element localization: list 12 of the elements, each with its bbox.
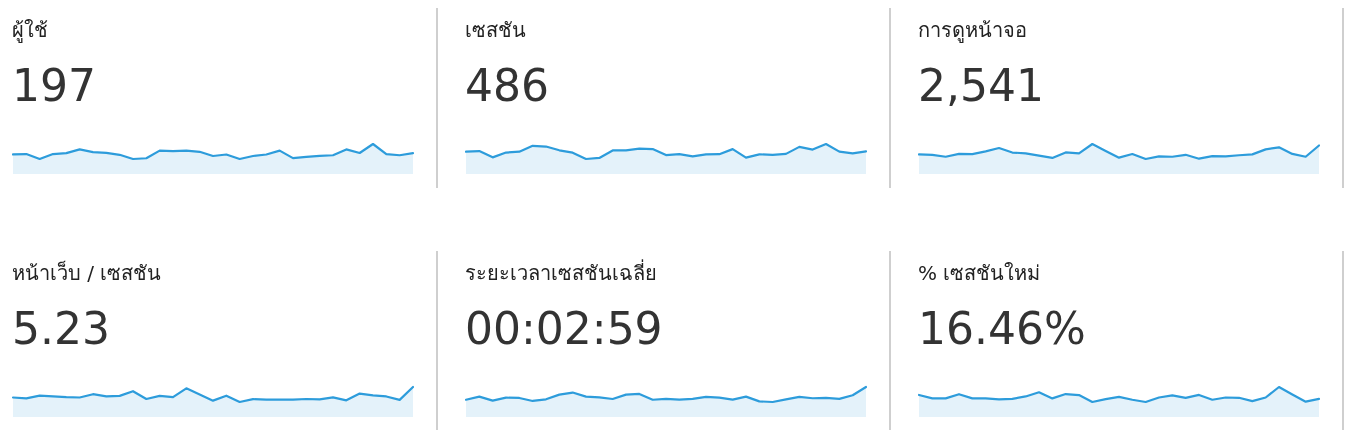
chart-subtitle: 00:02:59 (465, 303, 663, 354)
chart-subtitle: 5.23 (12, 303, 110, 354)
chart-subtitle: 197 (12, 60, 96, 111)
chart-title: การดูหน้าจอ (918, 17, 1027, 45)
chart-title: ผู้ใช้ (12, 17, 48, 45)
chart-title: หน้าเว็บ / เซสชัน (12, 259, 162, 287)
chart-subtitle: 16.46% (918, 303, 1086, 354)
chart-title: เซสชัน (465, 17, 526, 44)
chart-title: ระยะเวลาเซสชันเฉลี่ย (465, 258, 657, 287)
chart-title: % เซสชันใหม่ (918, 260, 1041, 287)
chart-subtitle: 486 (465, 60, 549, 111)
chart-subtitle: 2,541 (918, 60, 1044, 111)
